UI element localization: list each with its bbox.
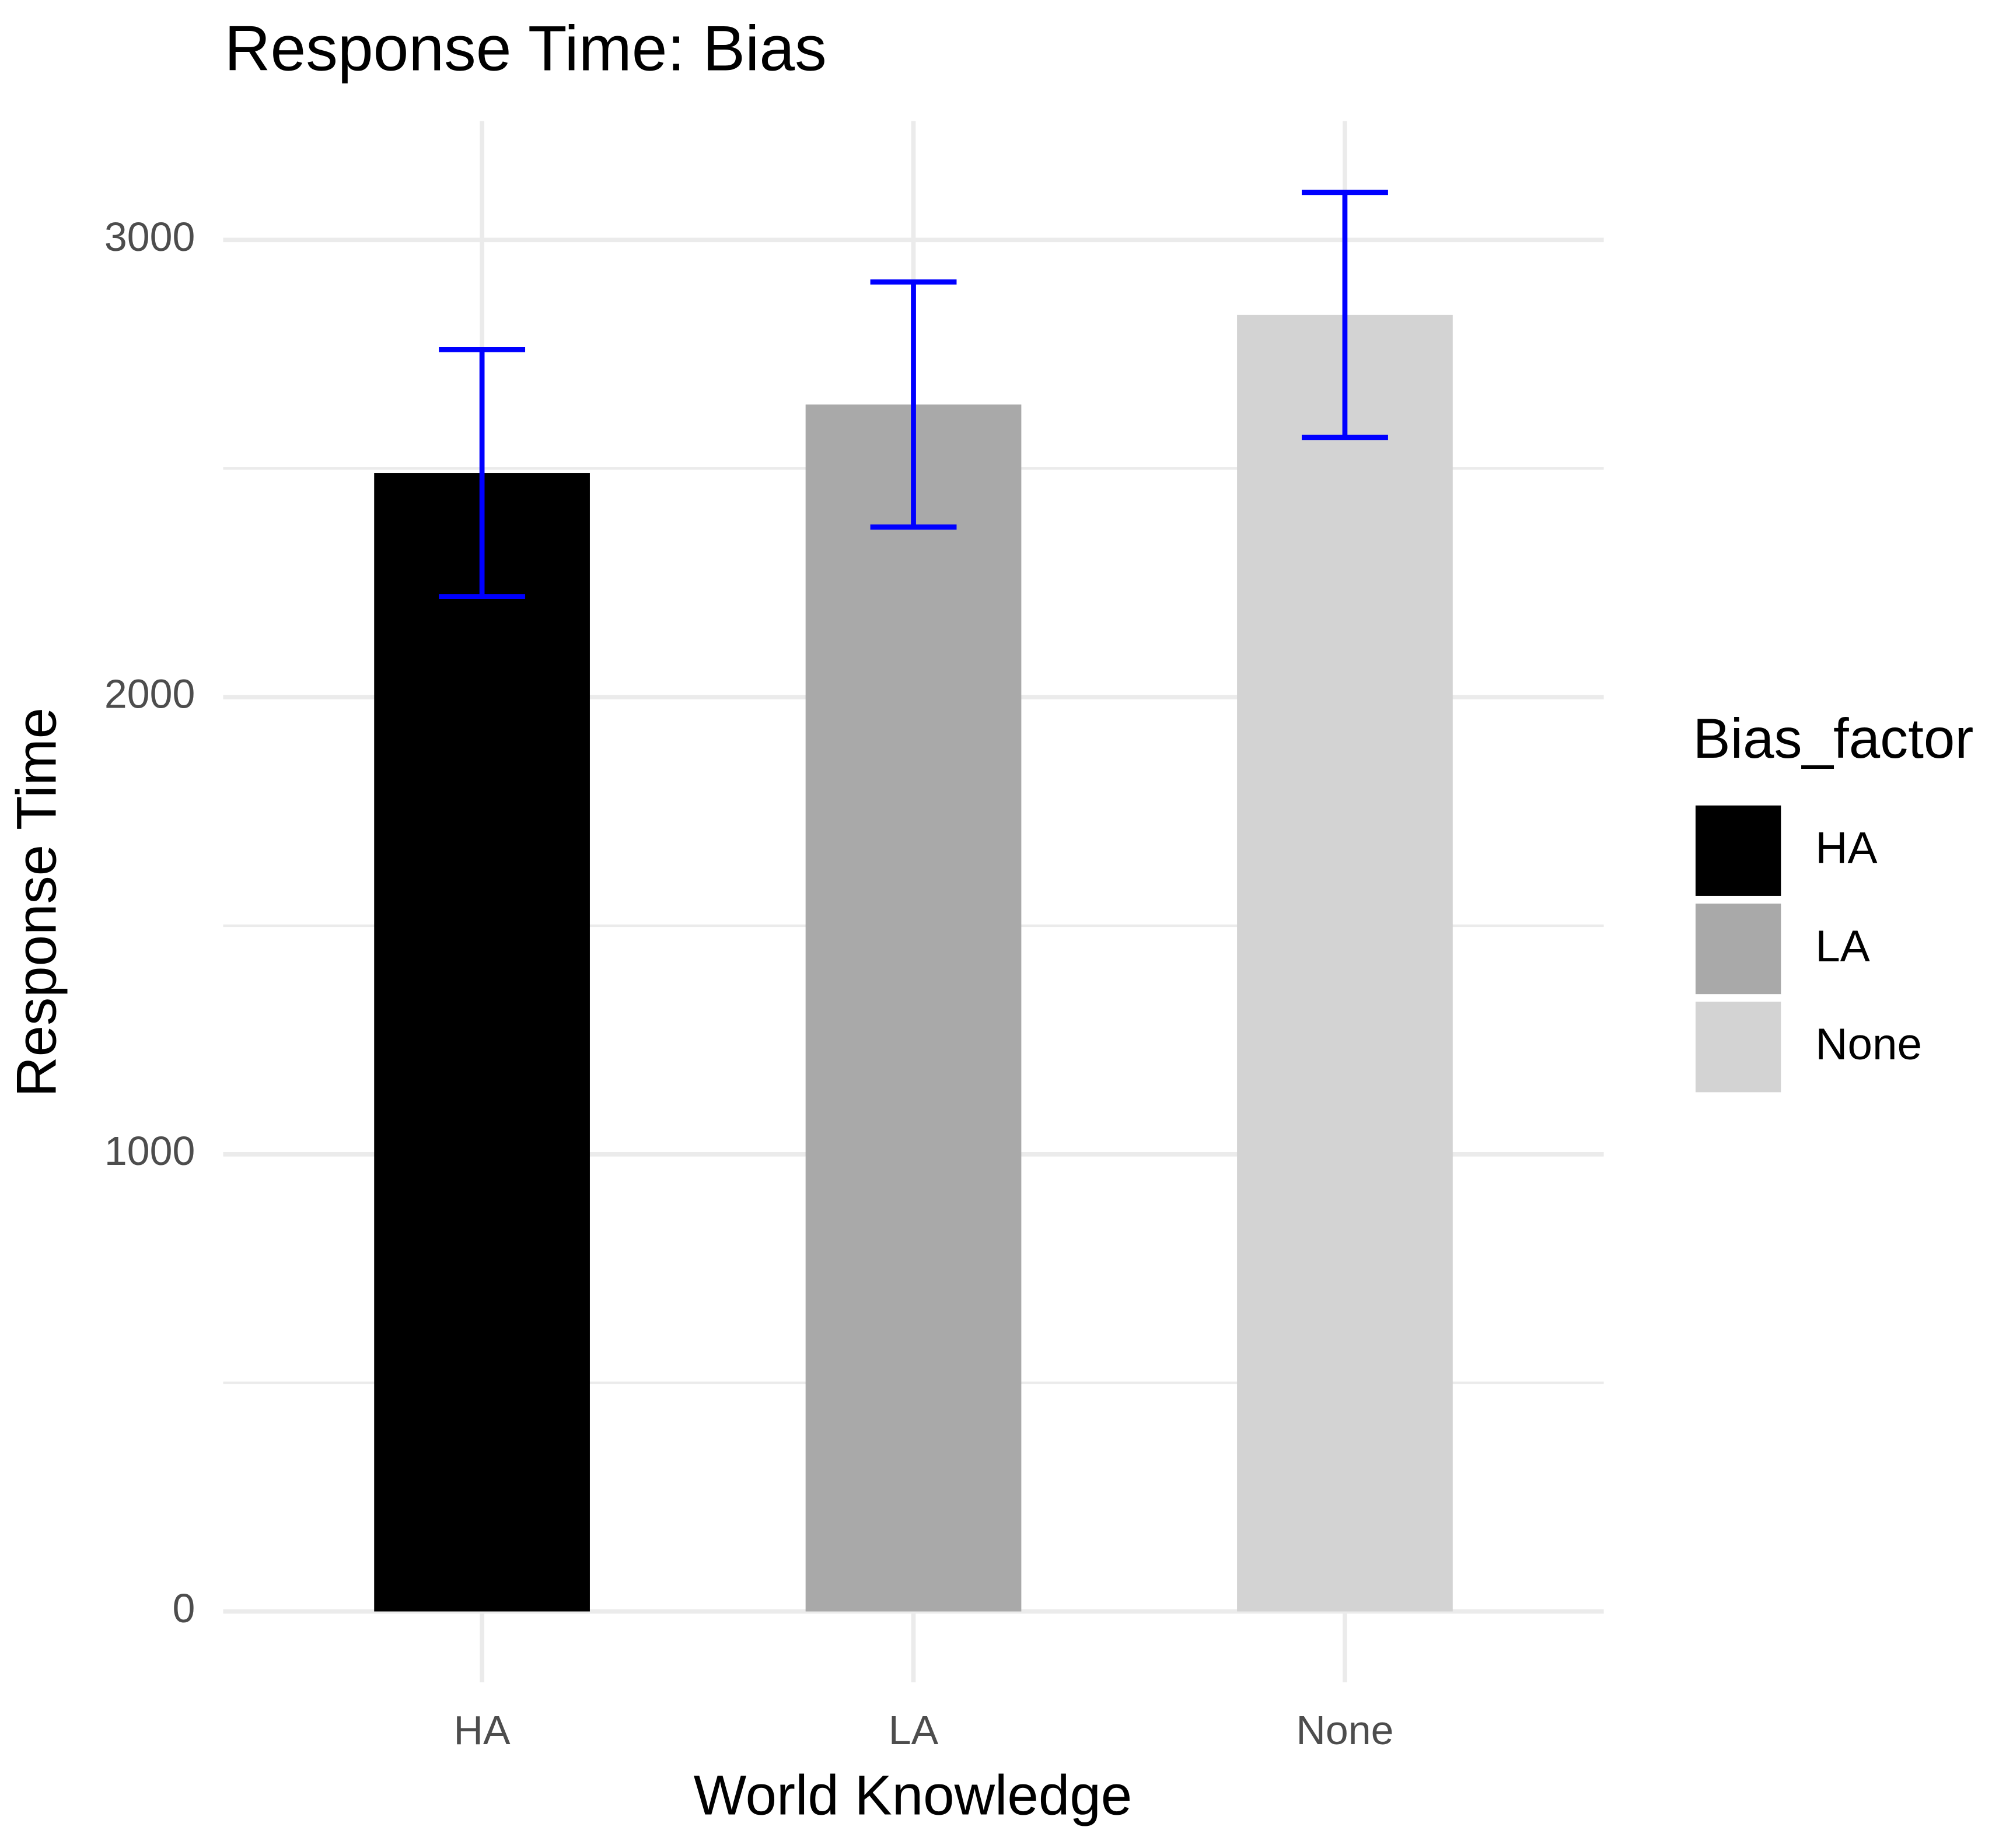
x-tick-label: HA [454,1707,511,1753]
y-tick-label: 1000 [104,1128,195,1174]
y-axis-title: Response Time [5,708,68,1097]
legend-label: HA [1815,824,1877,873]
chart-title: Response Time: Bias [225,13,827,85]
legend-key [1695,805,1781,896]
error-bar [439,347,526,600]
x-tick-label: None [1296,1707,1393,1753]
bar [1237,314,1453,1612]
bar [805,404,1022,1612]
bar [374,473,590,1612]
legend-label: LA [1815,922,1870,971]
error-bar [1302,190,1388,440]
x-tick-label: LA [889,1707,939,1753]
y-tick-label: 2000 [104,671,195,717]
legend-key [1695,904,1781,995]
legend-key [1695,1002,1781,1093]
legend-label: None [1815,1020,1922,1069]
legend-title: Bias_factor [1693,708,1974,770]
y-tick-label: 3000 [104,214,195,260]
error-bar [870,279,957,530]
x-axis-title: World Knowledge [694,1764,1133,1826]
y-tick-label: 0 [172,1586,195,1631]
